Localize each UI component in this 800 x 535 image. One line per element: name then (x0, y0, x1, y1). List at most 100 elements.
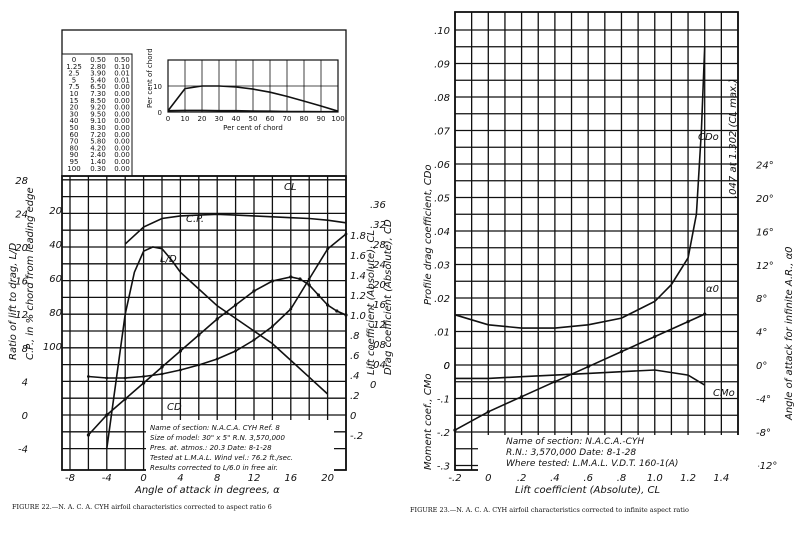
table-cell-lower: 0.00 (114, 97, 130, 105)
table-cell-upper: 7.30 (90, 90, 106, 98)
left-x-axis-label: Angle of attack in degrees, α (134, 485, 280, 496)
left-y-axis-label-ld: Ratio of lift to drag, L/D (8, 242, 19, 360)
left-point-cd (234, 349, 238, 353)
left-point-cd (271, 325, 274, 328)
right-cm-tick: -.2 (437, 428, 450, 439)
left-point-cd (344, 232, 348, 236)
right-x-tick: 0 (485, 473, 491, 484)
right-info-box (478, 435, 758, 471)
right-series-cm (455, 369, 706, 386)
table-cell-station: 10 (70, 90, 79, 98)
right-alpha-tick: 0° (756, 361, 767, 372)
left-cl-tick: 1.0 (350, 311, 366, 322)
right-x-tick: .4 (550, 473, 560, 484)
right-cdo-tick: .07 (434, 127, 451, 138)
table-cell-station: 0 (72, 56, 76, 64)
left-cp-tick: 20 (49, 206, 62, 217)
table-cell-upper: 9.20 (90, 104, 106, 112)
table-cell-upper: 5.40 (90, 76, 106, 84)
table-cell-lower: 0.00 (114, 124, 130, 132)
table-cell-lower: 0.00 (114, 131, 130, 139)
right-point-alpha (653, 335, 657, 339)
table-cell-upper: 9.50 (90, 110, 106, 118)
table-cell-upper: 7.20 (90, 131, 106, 139)
inset-upper-surface (167, 85, 339, 112)
right-alpha-tick: -8° (756, 428, 771, 439)
left-ld-tick: 0 (22, 411, 28, 422)
left-cl-tick: .8 (350, 331, 360, 342)
left-ordinate-table: 0 0.50 0.50 1.25 2.80 0.10 2.5 3.90 0.01 5 5.40 0.0… (61, 53, 133, 177)
left-info-line-3: Pres. at. atmos.: 20.3 Date: 8-1-28 (150, 444, 272, 452)
right-cm-tick: -.1 (437, 395, 450, 406)
left-point-cd (179, 368, 182, 372)
right-label-cm: CMo (713, 388, 735, 399)
left-tick-labels: -8 -4 0 4 8 12 16 202824201612840-4204060801001… (15, 176, 386, 484)
left-ld-tick: 16 (15, 277, 28, 288)
table-frame (61, 53, 133, 177)
right-point-alpha (486, 410, 490, 414)
left-cp-tick: 40 (49, 240, 62, 251)
left-cl-tick: 1.8 (350, 231, 366, 242)
right-curves (453, 46, 707, 432)
right-x-tick: 1.4 (713, 473, 729, 484)
left-label-ld: L/D (160, 254, 177, 265)
inset-y-tick: 0 (158, 109, 162, 117)
table-cell-station: 70 (70, 138, 79, 146)
left-x-tick: 16 (284, 473, 297, 484)
inset-x-tick: 90 (317, 115, 326, 123)
left-point-cd (215, 357, 219, 361)
right-label-cdo: CDo (698, 132, 719, 143)
inset-x-tick: 80 (300, 115, 309, 123)
left-cl-tick: 1.2 (350, 291, 366, 302)
left-point-cl (197, 333, 201, 337)
right-cm-tick: 0 (444, 361, 450, 372)
right-cm-tick: -.3 (437, 462, 450, 473)
left-y-axis-label-cp: C.P., in % chord from leading edge (25, 187, 36, 360)
right-x-tick: -.2 (448, 473, 461, 484)
left-point-cl (178, 349, 182, 353)
inset-x-tick: 70 (283, 115, 292, 123)
left-ld-tick: 12 (15, 310, 28, 321)
left-point-cd (197, 363, 201, 367)
left-cl-tick: -.2 (350, 431, 363, 442)
table-cell-lower: 0.01 (114, 70, 130, 78)
table-cell-station: 2.5 (68, 70, 79, 78)
right-alpha-tick: 20° (756, 194, 774, 205)
left-info-line-4: Tested at L.M.A.L. Wind vel.: 76.2 ft./s… (150, 454, 293, 462)
left-point-cl (335, 309, 339, 313)
left-point-cl (234, 303, 238, 307)
table-cell-upper: 8.30 (90, 124, 106, 132)
table-cell-lower: 0.00 (114, 158, 130, 166)
right-x-axis-label: Lift coefficient (Absolute), CL (515, 485, 660, 496)
right-point-alpha (619, 350, 624, 354)
table-cell-station: 100 (67, 165, 80, 173)
right-grid (454, 11, 739, 471)
right-alpha-tick: -12° (756, 461, 777, 472)
table-cell-upper: 1.40 (90, 158, 106, 166)
left-point-cl (142, 381, 146, 385)
left-right-axis-label-cl: Lift coefficient (Absolute), CL (366, 230, 377, 375)
left-point-cl (105, 413, 109, 417)
left-point-cd (289, 307, 293, 311)
right-point-alpha (519, 395, 524, 399)
left-label-cl: CL (284, 182, 297, 193)
table-cell-upper: 8.50 (90, 97, 106, 105)
right-x-tick: .6 (583, 473, 593, 484)
left-x-tick: 4 (177, 473, 183, 484)
left-cp-tick: 100 (43, 342, 62, 353)
right-annotation: .047 at 1.302 (CL max.) (728, 79, 739, 198)
left-info-box (146, 420, 334, 474)
right-alpha-tick: 24° (756, 161, 774, 172)
right-x-tick: .8 (617, 473, 627, 484)
left-label-cp: C.P. (186, 214, 204, 225)
left-cd-tick: .04 (370, 360, 386, 371)
left-ld-tick: 8 (22, 344, 28, 355)
table-cell-lower: 0.00 (114, 110, 130, 118)
left-point-cl (289, 275, 293, 279)
left-cl-tick: 1.6 (350, 251, 366, 262)
left-x-tick: 20 (321, 473, 334, 484)
table-cell-upper: 5.80 (90, 138, 106, 146)
right-point-alpha (553, 380, 557, 384)
inset-x-tick: 40 (232, 115, 241, 123)
